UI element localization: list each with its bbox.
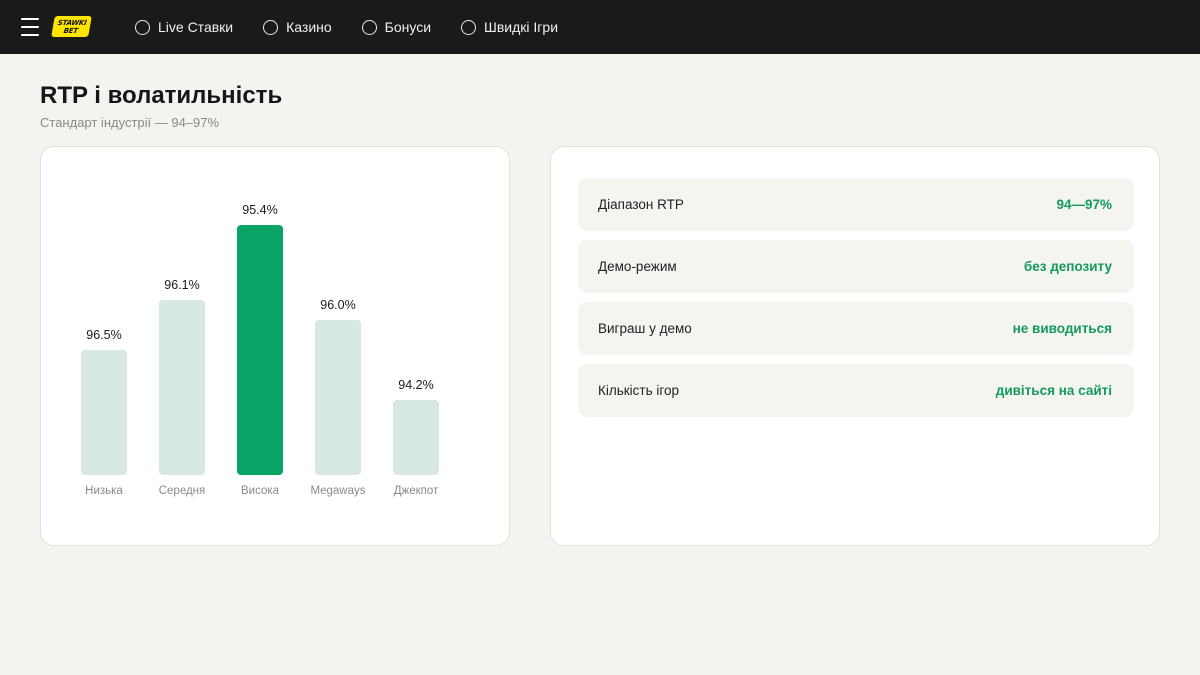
info-value: 94—97%	[1056, 197, 1112, 212]
info-row-demo-mode: Демо-режим без депозиту	[578, 240, 1134, 293]
info-label: Демо-режим	[598, 259, 677, 274]
bar-value-label: 94.2%	[398, 378, 433, 392]
bar-value-label: 96.1%	[164, 278, 199, 292]
main-nav: Live Ставки Казино Бонуси Швидкі Ігри	[135, 0, 588, 54]
info-label: Виграш у демо	[598, 321, 692, 336]
nav-item-label: Live Ставки	[158, 19, 234, 35]
brand-logo[interactable]: STAWKI BET	[51, 16, 92, 37]
page-subtitle: Стандарт індустрії — 94–97%	[40, 115, 220, 130]
bar-category-label: Висока	[241, 485, 280, 497]
info-value: не виводиться	[1012, 321, 1112, 336]
nav-item-label: Казино	[286, 19, 332, 35]
nav-item-fast-games[interactable]: Швидкі Ігри	[461, 19, 558, 35]
menu-icon[interactable]	[21, 18, 39, 36]
top-navigation-bar: STAWKI BET Live Ставки Казино Бонуси Шви…	[0, 0, 1200, 54]
bar-0[interactable]	[81, 350, 127, 475]
info-label: Діапазон RTP	[598, 197, 684, 212]
circle-icon	[135, 19, 150, 35]
bar-category-label: Низька	[85, 485, 123, 497]
bar-value-label: 95.4%	[242, 203, 277, 217]
info-row-games-count: Кількість ігор дивіться на сайті	[578, 364, 1134, 417]
logo-text-line2: BET	[62, 26, 79, 35]
bar-category-label: Джекпот	[394, 485, 439, 497]
info-label: Кількість ігор	[598, 383, 680, 398]
logo-text-line1: STAWKI	[57, 18, 88, 27]
bar-1[interactable]	[159, 300, 205, 475]
nav-item-label: Бонуси	[384, 19, 432, 35]
rtp-info-card: Діапазон RTP 94—97% Демо-режим без депоз…	[550, 146, 1160, 546]
rtp-chart-card: 96.5% Низька 96.1% Середня 95.4% Висока 96.0% M…	[40, 146, 510, 546]
nav-item-bonuses[interactable]: Бонуси	[361, 19, 432, 35]
circle-icon	[461, 19, 477, 35]
info-row-demo-winnings: Виграш у демо не виводиться	[578, 302, 1134, 355]
info-row-rtp-range: Діапазон RTP 94—97%	[578, 178, 1134, 231]
page-title: RTP і волатильність	[40, 82, 283, 109]
rtp-bar-chart: 96.5% Низька 96.1% Середня 95.4% Висока 96.0% M…	[81, 203, 439, 497]
bar-value-label: 96.0%	[320, 298, 355, 312]
bar-3[interactable]	[315, 320, 361, 475]
nav-item-live-bets[interactable]: Live Ставки	[135, 19, 233, 35]
bar-category-label: Середня	[159, 485, 206, 497]
circle-icon	[263, 19, 279, 35]
info-value: дивіться на сайті	[995, 383, 1112, 398]
nav-item-casino[interactable]: Казино	[263, 19, 332, 35]
bar-4[interactable]	[393, 400, 439, 475]
bar-2[interactable]	[237, 225, 283, 475]
nav-item-label: Швидкі Ігри	[484, 19, 559, 35]
bar-category-label: Megaways	[311, 485, 366, 497]
bar-value-label: 96.5%	[86, 328, 121, 342]
info-value: без депозиту	[1023, 259, 1112, 274]
circle-icon	[361, 19, 377, 35]
